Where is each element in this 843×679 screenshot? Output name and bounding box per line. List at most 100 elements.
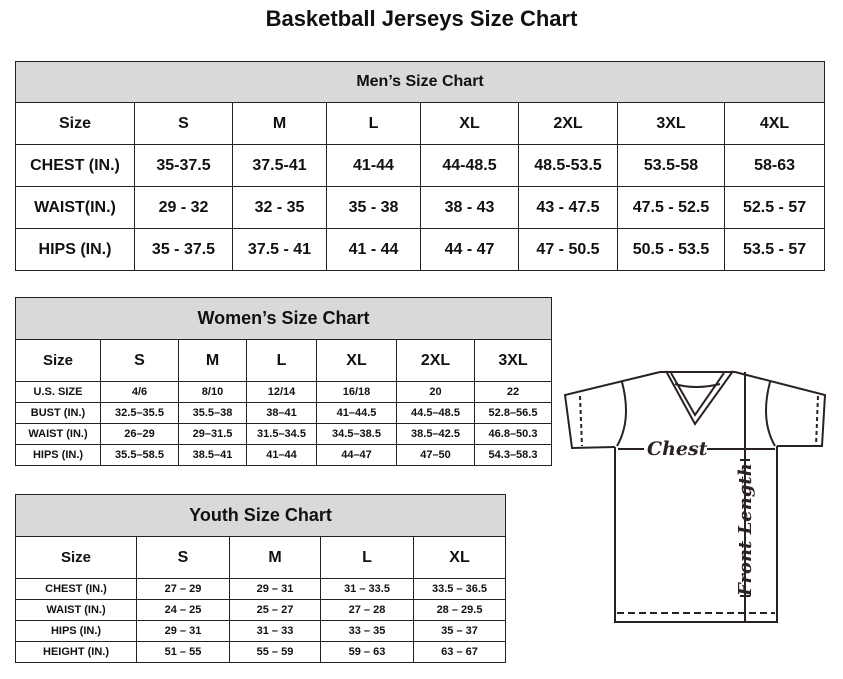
header-row: Size S M L XL [15,536,507,579]
table-row: WAIST (IN.) 24 – 25 25 – 27 27 – 28 28 – 29.… [15,599,507,621]
table-cell: 37.5-41 [232,144,327,187]
table-cell: 47–50 [396,444,475,466]
youth-table-title: Youth Size Chart [14,494,507,537]
table-cell: 58-63 [723,144,826,187]
column-header: S [136,536,230,579]
table-cell: 52.8–56.5 [473,402,553,424]
table-cell: 35 – 37 [412,620,507,642]
column-header: 2XL [518,102,618,145]
row-label: WAIST (IN.) [15,423,101,445]
table-row: WAIST(IN.) 29 - 32 32 - 35 35 - 38 38 - 43 43… [15,186,826,229]
table-cell: 59 – 63 [320,641,414,663]
table-cell: 26–29 [100,423,179,445]
column-header: Size [15,102,135,145]
table-cell: 27 – 29 [136,578,230,600]
row-label: CHEST (IN.) [15,578,137,600]
table-row: BUST (IN.) 32.5–35.5 35.5–38 38–41 41–44.5 44… [15,402,553,424]
table-cell: 51 – 55 [136,641,230,663]
row-label: HEIGHT (IN.) [15,641,137,663]
table-cell: 33 – 35 [320,620,414,642]
table-cell: 41-44 [326,144,421,187]
table-cell: 50.5 - 53.5 [617,228,725,271]
jersey-diagram: Chest Front Length [563,370,827,623]
table-cell: 44 - 47 [420,228,519,271]
table-cell: 24 – 25 [136,599,230,621]
table-cell: 38 - 43 [420,186,519,229]
table-cell: 38–41 [246,402,317,424]
table-cell: 38.5–42.5 [396,423,475,445]
row-label: WAIST (IN.) [15,599,137,621]
youth-size-table: Youth Size Chart Size S M L XL CHEST (IN.) 27 –… [14,494,507,663]
table-cell: 29 – 31 [136,620,230,642]
table-row: HIPS (IN.) 35 - 37.5 37.5 - 41 41 - 44 44 - … [15,228,826,271]
table-cell: 47.5 - 52.5 [617,186,725,229]
column-header: M [229,536,321,579]
table-cell: 31 – 33 [229,620,321,642]
table-row: HIPS (IN.) 29 – 31 31 – 33 33 – 35 35 – 37 [15,620,507,642]
row-label: HIPS (IN.) [15,620,137,642]
table-row: HEIGHT (IN.) 51 – 55 55 – 59 59 – 63 63 – 67 [15,641,507,663]
table-cell: 4/6 [100,381,179,403]
front-length-label: Front Length [735,463,756,597]
table-cell: 29–31.5 [178,423,247,445]
table-cell: 52.5 - 57 [723,186,826,229]
table-cell: 43 - 47.5 [518,186,618,229]
row-label: U.S. SIZE [15,381,101,403]
table-cell: 32.5–35.5 [100,402,179,424]
table-cell: 41–44.5 [316,402,397,424]
table-cell: 27 – 28 [320,599,414,621]
womens-size-table: Women’s Size Chart Size S M L XL 2XL 3XL U.S. SI… [14,297,553,466]
table-cell: 34.5–38.5 [316,423,397,445]
table-cell: 44–47 [316,444,397,466]
table-cell: 35.5–58.5 [100,444,179,466]
table-cell: 32 - 35 [232,186,327,229]
table-cell: 35 - 37.5 [134,228,233,271]
table-cell: 35-37.5 [134,144,233,187]
table-cell: 44.5–48.5 [396,402,475,424]
column-header: XL [316,339,397,382]
column-header: M [178,339,247,382]
table-cell: 54.3–58.3 [473,444,553,466]
table-cell: 28 – 29.5 [412,599,507,621]
column-header: 4XL [723,102,826,145]
table-cell: 53.5-58 [617,144,725,187]
table-row: U.S. SIZE 4/6 8/10 12/14 16/18 20 22 [15,381,553,403]
table-cell: 37.5 - 41 [232,228,327,271]
table-cell: 41–44 [246,444,317,466]
column-header: 3XL [617,102,725,145]
table-cell: 31 – 33.5 [320,578,414,600]
column-header: S [100,339,179,382]
table-cell: 41 - 44 [326,228,421,271]
table-row: WAIST (IN.) 26–29 29–31.5 31.5–34.5 34.5–38.… [15,423,553,445]
table-cell: 16/18 [316,381,397,403]
mens-size-table: Men’s Size Chart Size S M L XL 2XL 3XL 4XL CHEST … [14,61,826,271]
men-table-title: Men’s Size Chart [14,61,826,103]
column-header: 2XL [396,339,475,382]
header-row: Size S M L XL 2XL 3XL 4XL [15,102,826,145]
table-cell: 33.5 – 36.5 [412,578,507,600]
table-row: HIPS (IN.) 35.5–58.5 38.5–41 41–44 44–47 47–5… [15,444,553,466]
table-cell: 29 – 31 [229,578,321,600]
chest-label: Chest [647,438,708,460]
table-cell: 20 [396,381,475,403]
table-cell: 31.5–34.5 [246,423,317,445]
table-cell: 22 [473,381,553,403]
column-header: L [326,102,421,145]
table-cell: 47 - 50.5 [518,228,618,271]
table-row: CHEST (IN.) 27 – 29 29 – 31 31 – 33.5 33.5 –… [15,578,507,600]
column-header: XL [420,102,519,145]
column-header: L [246,339,317,382]
page-title: Basketball Jerseys Size Chart [265,6,578,31]
table-cell: 8/10 [178,381,247,403]
column-header: M [232,102,327,145]
table-cell: 48.5-53.5 [518,144,618,187]
table-cell: 35.5–38 [178,402,247,424]
women-table-title: Women’s Size Chart [14,297,553,340]
table-cell: 46.8–50.3 [473,423,553,445]
table-cell: 35 - 38 [326,186,421,229]
column-header: 3XL [473,339,553,382]
row-label: BUST (IN.) [15,402,101,424]
table-cell: 44-48.5 [420,144,519,187]
column-header: S [134,102,233,145]
column-header: Size [15,339,101,382]
